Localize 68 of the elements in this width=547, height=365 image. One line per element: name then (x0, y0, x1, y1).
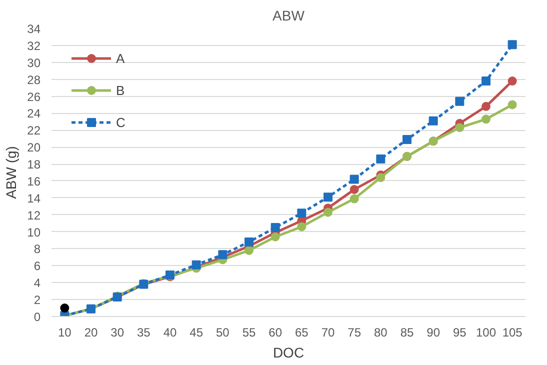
y-tick-label: 34 (27, 22, 41, 36)
x-tick-label: 75 (348, 326, 362, 340)
point (482, 102, 490, 111)
x-tick-label: 85 (400, 326, 414, 340)
y-tick-label: 6 (34, 259, 41, 274)
chart-title: ABW (272, 8, 306, 24)
x-tick-label: 10 (58, 326, 72, 340)
x-tick-label: 60 (268, 326, 282, 340)
point (324, 192, 332, 202)
x-tick-label: 40 (163, 326, 177, 340)
x-tick-label: 30 (110, 326, 124, 340)
point (428, 116, 438, 126)
legend-label: C (116, 114, 126, 130)
y-tick-label: 10 (27, 225, 41, 240)
y-tick-label: 28 (27, 72, 41, 87)
y-tick-label: 22 (27, 124, 41, 138)
y-tick-label: 32 (27, 38, 41, 53)
point (350, 184, 359, 194)
point (324, 208, 332, 217)
y-tick-label: 30 (27, 56, 41, 70)
point (218, 250, 228, 260)
point (455, 96, 464, 106)
point (482, 76, 490, 86)
point (350, 194, 359, 204)
x-tick-label: 95 (452, 326, 467, 340)
y-tick-label: 12 (27, 208, 41, 222)
x-tick-label: 45 (190, 326, 204, 340)
y-tick-label: 2 (34, 293, 41, 308)
x-tick-label: 65 (294, 326, 309, 340)
x-tick-label: 80 (374, 326, 388, 340)
x-tick-label: 35 (136, 326, 151, 340)
point (244, 246, 254, 255)
point (508, 76, 517, 86)
point (508, 100, 517, 110)
y-axis-title: ABW (g) (3, 146, 20, 199)
x-tick-label: 100 (476, 326, 496, 340)
y-tick-label: 0 (34, 310, 41, 324)
point (455, 123, 464, 132)
point (376, 173, 386, 182)
y-tick-label: 26 (27, 90, 41, 104)
legend-label: B (116, 82, 126, 98)
x-tick-label: 70 (321, 326, 335, 340)
y-tick-label: 8 (34, 242, 41, 256)
point (270, 223, 280, 232)
y-tick-label: 16 (27, 174, 41, 188)
point (270, 232, 280, 242)
point (60, 304, 70, 313)
point (350, 174, 359, 184)
x-tick-label: 50 (216, 326, 230, 340)
point (402, 134, 412, 144)
y-tick-label: 24 (27, 106, 41, 121)
y-tick-label: 4 (34, 276, 41, 290)
y-tick-label: 18 (27, 158, 41, 172)
x-tick-label: 55 (242, 326, 256, 340)
point (508, 40, 517, 50)
point (297, 208, 306, 218)
x-tick-label: 90 (426, 326, 440, 340)
x-tick-label: 105 (502, 326, 523, 340)
point (192, 260, 201, 270)
point (244, 237, 254, 246)
legend-label: A (116, 50, 126, 66)
point (297, 222, 306, 232)
y-tick-label: 20 (27, 140, 41, 155)
x-axis-title: DOC (272, 344, 304, 360)
y-tick-label: 14 (27, 191, 41, 206)
x-tick-label: 20 (84, 326, 98, 340)
point (482, 114, 490, 124)
point (376, 154, 386, 164)
